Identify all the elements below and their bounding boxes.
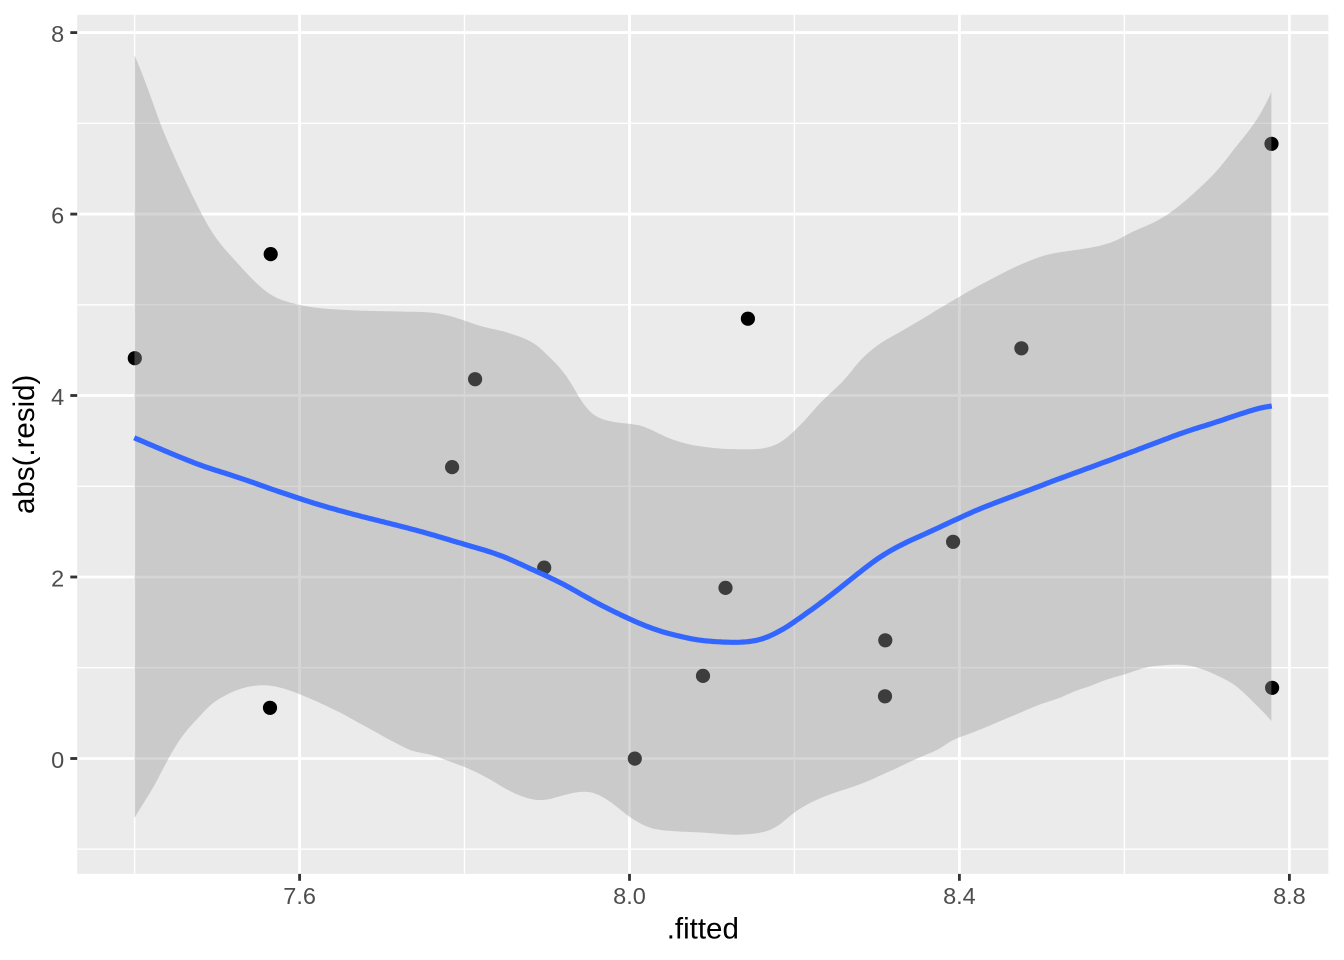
svg-text:4: 4 [51,384,64,410]
svg-text:abs(.resid): abs(.resid) [8,375,41,514]
svg-text:8.4: 8.4 [943,883,976,909]
svg-text:8: 8 [51,21,64,47]
svg-text:6: 6 [51,203,64,229]
svg-text:2: 2 [51,566,64,592]
svg-text:0: 0 [51,747,64,773]
svg-text:8.8: 8.8 [1273,883,1306,909]
svg-text:8.0: 8.0 [613,883,646,909]
svg-text:7.6: 7.6 [283,883,316,909]
svg-text:.fitted: .fitted [667,912,739,945]
